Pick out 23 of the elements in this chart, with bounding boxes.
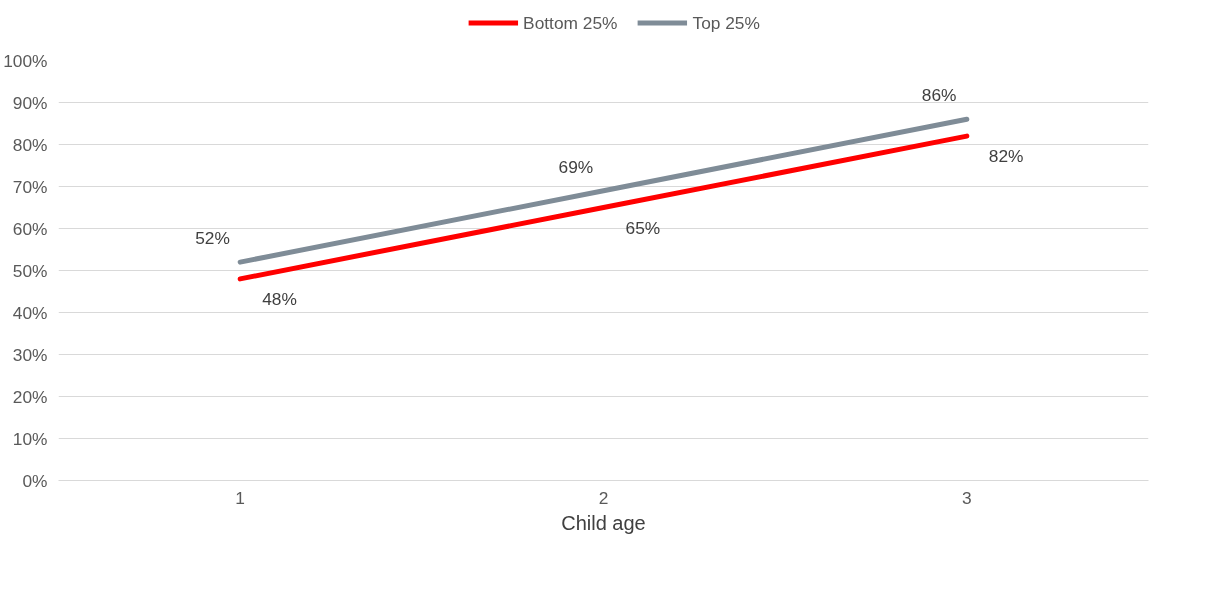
data-label: 82% <box>988 146 1024 167</box>
data-label: 65% <box>625 217 661 238</box>
y-tick-label: 70% <box>12 176 48 197</box>
y-tick-label: 10% <box>12 428 48 449</box>
data-label: 86% <box>921 85 957 106</box>
data-label: 48% <box>262 288 297 309</box>
legend-label: Bottom 25% <box>523 12 618 33</box>
x-tick-label: 2 <box>598 487 609 508</box>
data-label: 52% <box>195 228 230 249</box>
x-axis-title: Child age <box>561 511 646 534</box>
y-tick-label: 30% <box>12 344 48 365</box>
y-tick-label: 60% <box>12 218 48 239</box>
y-tick-label: 0% <box>22 470 48 491</box>
y-tick-label: 80% <box>12 134 48 155</box>
y-tick-label: 90% <box>12 92 48 113</box>
y-tick-label: 20% <box>12 386 48 407</box>
x-tick-label: 3 <box>962 487 972 508</box>
legend-label: Top 25% <box>692 12 760 33</box>
x-tick-label: 1 <box>235 487 245 508</box>
y-tick-label: 100% <box>3 50 48 71</box>
y-tick-label: 50% <box>12 260 48 281</box>
y-tick-label: 40% <box>12 302 48 323</box>
data-label: 69% <box>558 156 594 177</box>
